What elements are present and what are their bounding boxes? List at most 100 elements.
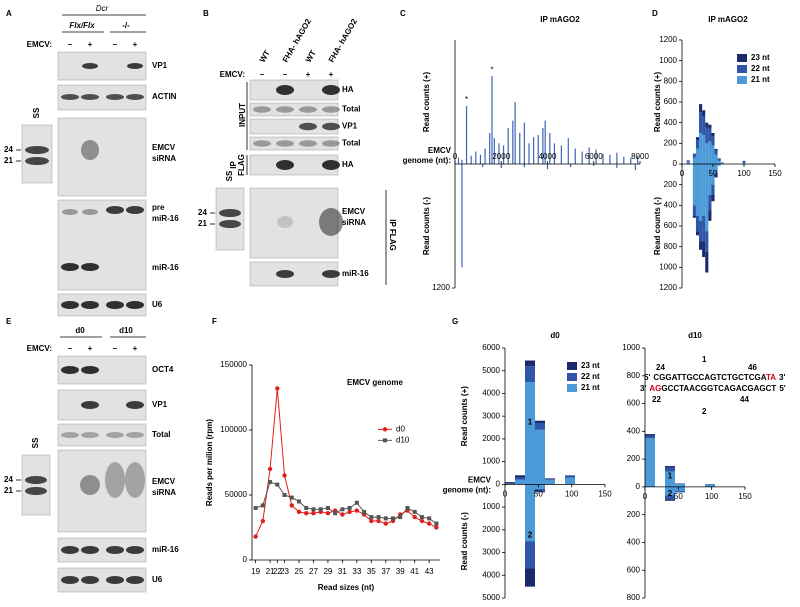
bar-segment [675,486,685,492]
bar-segment [714,154,718,164]
y-tick-label: 800 [627,371,641,380]
bar-segment [695,137,700,141]
marker [325,511,331,516]
panel-letter: C [400,9,406,18]
bar-segment [525,568,535,587]
bar-segment [665,486,675,496]
legend-swatch [382,427,388,432]
marker [419,515,424,520]
bar-segment [708,141,712,164]
label: EMCV: [220,70,245,79]
bar-segment [702,164,706,216]
bar-segment [686,161,690,164]
marker [340,512,345,517]
bar-segment [705,143,709,164]
label: d10 [119,326,133,335]
y-tick-label: 1000 [659,262,677,271]
x-axis-label: genome (nt): [403,156,451,165]
band [61,301,79,309]
label: FLAG [237,154,246,176]
bar-segment [675,484,685,487]
y-tick-label: 1000 [622,343,640,352]
y-tick-label: 800 [664,76,678,85]
position-label: 46 [748,363,757,372]
label: SS [32,107,41,118]
bar-segment [717,165,721,166]
label: siRNA [152,488,176,497]
band [81,432,99,438]
bar-segment [702,135,706,164]
annotation: * [490,65,493,74]
x-tick-label: 100 [737,169,751,178]
x-tick-label: 41 [410,567,419,576]
label: miR-16 [152,214,179,223]
label: miR-16 [152,545,179,554]
bar-segment [705,484,715,487]
label: EMCV [342,207,366,216]
sequence-part: 3' [779,373,785,382]
y-tick-label: 3000 [482,411,500,420]
band [276,160,294,170]
y-tick-label: 200 [627,510,641,519]
bar-segment [665,471,675,487]
blot [57,423,147,447]
blot [57,117,147,197]
y-tick-label: 3000 [482,548,500,557]
marker [275,482,280,487]
bar-segment [702,116,706,136]
x-tick-label: 150 [738,492,752,501]
band [81,401,99,409]
band [126,94,144,100]
label: – [260,70,265,79]
label: EMCV: [27,40,52,49]
bar-segment [705,231,709,252]
x-tick-label: 50 [534,489,543,498]
band [61,263,79,271]
label: HA [342,160,354,169]
band [81,576,99,584]
label: U6 [152,575,163,584]
annotation: 1 [668,472,673,481]
band [276,85,294,95]
x-tick-label: 0 [503,489,508,498]
band [81,366,99,374]
band [82,209,98,215]
marker [376,518,381,524]
band [25,476,47,484]
bar-segment [565,477,575,485]
bar-segment [692,164,696,206]
x-tick-label: 100 [705,492,719,501]
marker [347,506,352,510]
bar-segment [665,467,675,472]
bar-segment [702,215,706,242]
bar-segment [708,195,712,211]
blot [57,199,147,291]
label: VP1 [342,122,358,131]
bar-segment [535,491,545,493]
bar-segment [515,479,525,485]
label: – [68,344,73,353]
bar-segment [714,172,718,176]
bar-segment [714,149,718,151]
annotation: 1 [528,418,533,427]
y-tick-label: 0 [636,482,641,491]
marker [304,511,309,516]
label: 21 [4,486,13,495]
label: – [113,344,118,353]
bar-segment [505,482,515,484]
band [322,85,340,95]
marker [325,506,330,510]
y-axis-label: Read counts (+) [653,72,662,133]
legend-label: 21 nt [751,75,770,84]
bar-segment [525,541,535,569]
label: SS [31,437,40,448]
bar-segment [692,205,696,216]
bar-segment [699,164,703,221]
bar-segment [535,420,545,423]
marker [282,473,287,478]
band [80,475,100,495]
bar-segment [525,360,535,367]
bar-segment [742,160,746,162]
label: -/- [122,21,130,30]
panel-letter: E [6,317,12,326]
